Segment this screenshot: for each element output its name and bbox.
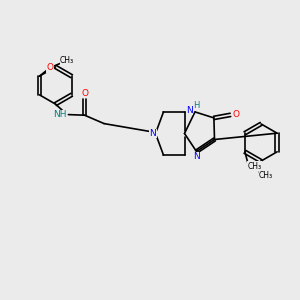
Text: N: N xyxy=(150,129,156,138)
Text: N: N xyxy=(193,152,200,161)
Text: NH: NH xyxy=(53,110,67,119)
Text: O: O xyxy=(46,63,53,72)
Text: N: N xyxy=(186,106,193,115)
Text: CH₃: CH₃ xyxy=(60,56,74,65)
Text: CH₃: CH₃ xyxy=(248,162,262,171)
Text: O: O xyxy=(232,110,239,119)
Text: CH₃: CH₃ xyxy=(259,171,273,180)
Text: H: H xyxy=(193,101,200,110)
Text: O: O xyxy=(81,89,88,98)
